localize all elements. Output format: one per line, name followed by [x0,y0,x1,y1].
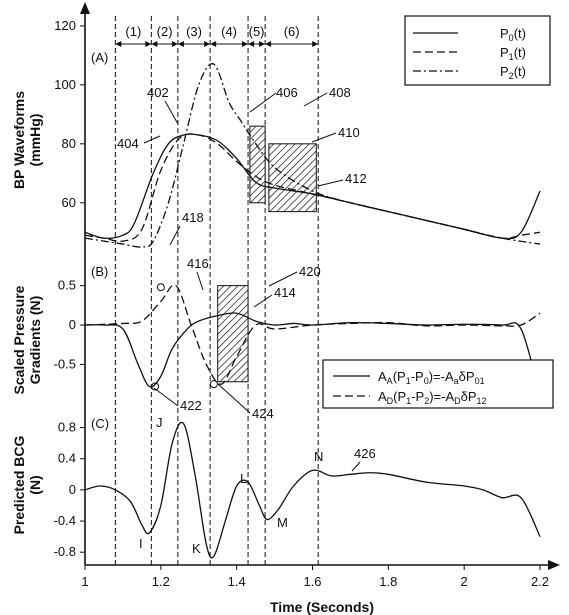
y-tick-label: 0 [69,482,76,497]
leader-418 [170,226,180,245]
ref-402: 402 [147,85,169,100]
y-tick-label: -0.5 [54,356,76,371]
x-tick-label: 1.4 [228,574,246,589]
wave-label-k: K [192,541,201,556]
ref-404: 404 [117,136,139,151]
y-tick-label: 0.5 [58,278,76,293]
y-tick-label: 0 [69,317,76,332]
y-tick-label: 0.4 [58,451,76,466]
legend-b: AA(P1-P0)=-AaδP01 AD(P1-P2)=-ADδP12 [323,360,553,408]
segment-label: (3) [186,24,202,39]
wave-label-m: M [277,515,288,530]
legend-a-label-p0: P0(t) [500,26,526,43]
segment-labels: (1) (2) (3) (4) (5) (6) [115,24,318,47]
leader-426 [352,462,360,471]
segment-arrow [265,41,271,47]
segment-arrow [210,41,216,47]
ref-406: 406 [276,85,298,100]
tick-labels: 1 1.2 1.4 1.6 1.8 2 2.2 60 80 100 120 0.5 0 -0.5 0.8 0.… [54,18,549,589]
reference-annotations: 402 404 406 408 410 412 414 416 418 420 … [117,85,376,471]
leader-408 [304,93,327,106]
wave-label-i: I [139,536,143,551]
segment-arrow [204,41,210,47]
wave-labels: I J K L M N [139,415,323,556]
leader-420 [269,272,297,286]
x-tick-label: 2.2 [531,574,549,589]
ref-418: 418 [182,210,204,225]
legend-a: P0(t) P1(t) P2(t) [405,16,550,85]
y-axis-title-b: Scaled PressureGradients (N) [11,285,43,394]
ref-410: 410 [338,125,360,140]
segment-arrow [151,41,157,47]
segment-arrow [178,41,184,47]
leader-422 [154,388,178,406]
x-axis-title: Time (Seconds) [270,599,374,615]
segment-label: (2) [157,24,173,39]
legend-a-label-p2: P2(t) [500,64,526,81]
x-tick-label: 1.8 [379,574,397,589]
x-tick-label: 2 [461,574,468,589]
segment-arrow [248,41,254,47]
segment-label: (5) [249,24,265,39]
legend-b-label-2: AD(P1-P2)=-ADδP12 [378,389,487,406]
y-tick-label: 0.8 [58,420,76,435]
wave-label-j: J [156,415,163,430]
segment-label: (6) [284,24,300,39]
legend-b-label-1: AA(P1-P0)=-AaδP01 [378,369,485,386]
hatched-region-408 [250,126,265,203]
ref-412: 412 [345,171,367,186]
segment-arrow [259,41,265,47]
series-line-panel3-1 [85,422,540,558]
leader-402 [165,101,178,124]
wave-label-n: N [314,449,323,464]
marker-circle [157,284,164,291]
ref-408: 408 [329,85,351,100]
leader-416 [197,272,203,290]
segment-arrow [312,41,318,47]
segment-arrow [145,41,151,47]
segment-label: (1) [125,24,141,39]
y-tick-label: 100 [54,77,76,92]
panel-label-b: (B) [91,264,108,279]
x-tick-label: 1.6 [303,574,321,589]
leader-404 [144,136,160,143]
leader-414 [254,295,272,307]
segment-label: (4) [221,24,237,39]
legend-a-label-p1: P1(t) [500,45,526,62]
x-tick-label: 1 [81,574,88,589]
series-curves [85,64,540,558]
x-axis-arrow [548,560,560,570]
y-axis-title-c: Predicted BCG(N) [11,435,43,534]
ref-414: 414 [274,285,296,300]
leader-406 [250,93,276,112]
wave-label-l: L [240,471,247,486]
y-axis-arrow [80,2,90,14]
segment-arrow [115,41,121,47]
legend-a-box [405,16,550,85]
hatched-regions [218,126,317,382]
y-tick-label: -0.4 [54,513,76,528]
y-tick-label: 120 [54,18,76,33]
x-tick-label: 1.2 [152,574,170,589]
marker-circle [210,381,217,388]
leader-412 [318,180,343,186]
panel-label-a: (A) [91,50,108,65]
hatched-region-410 [269,144,316,212]
segment-arrow [242,41,248,47]
hatched-region-420 [218,286,248,382]
ref-422: 422 [180,398,202,413]
y-axis-title-a: BP Waveforms(mmHg) [11,91,43,189]
y-tick-label: 80 [62,136,76,151]
leader-424 [218,384,250,413]
ref-424: 424 [252,406,274,421]
leader-410 [312,133,336,142]
ref-416: 416 [187,256,209,271]
segment-arrow [172,41,178,47]
y-tick-label: 60 [62,195,76,210]
ref-420: 420 [299,264,321,279]
panel-label-c: (C) [91,416,109,431]
y-tick-label: -0.8 [54,544,76,559]
ref-426: 426 [354,446,376,461]
